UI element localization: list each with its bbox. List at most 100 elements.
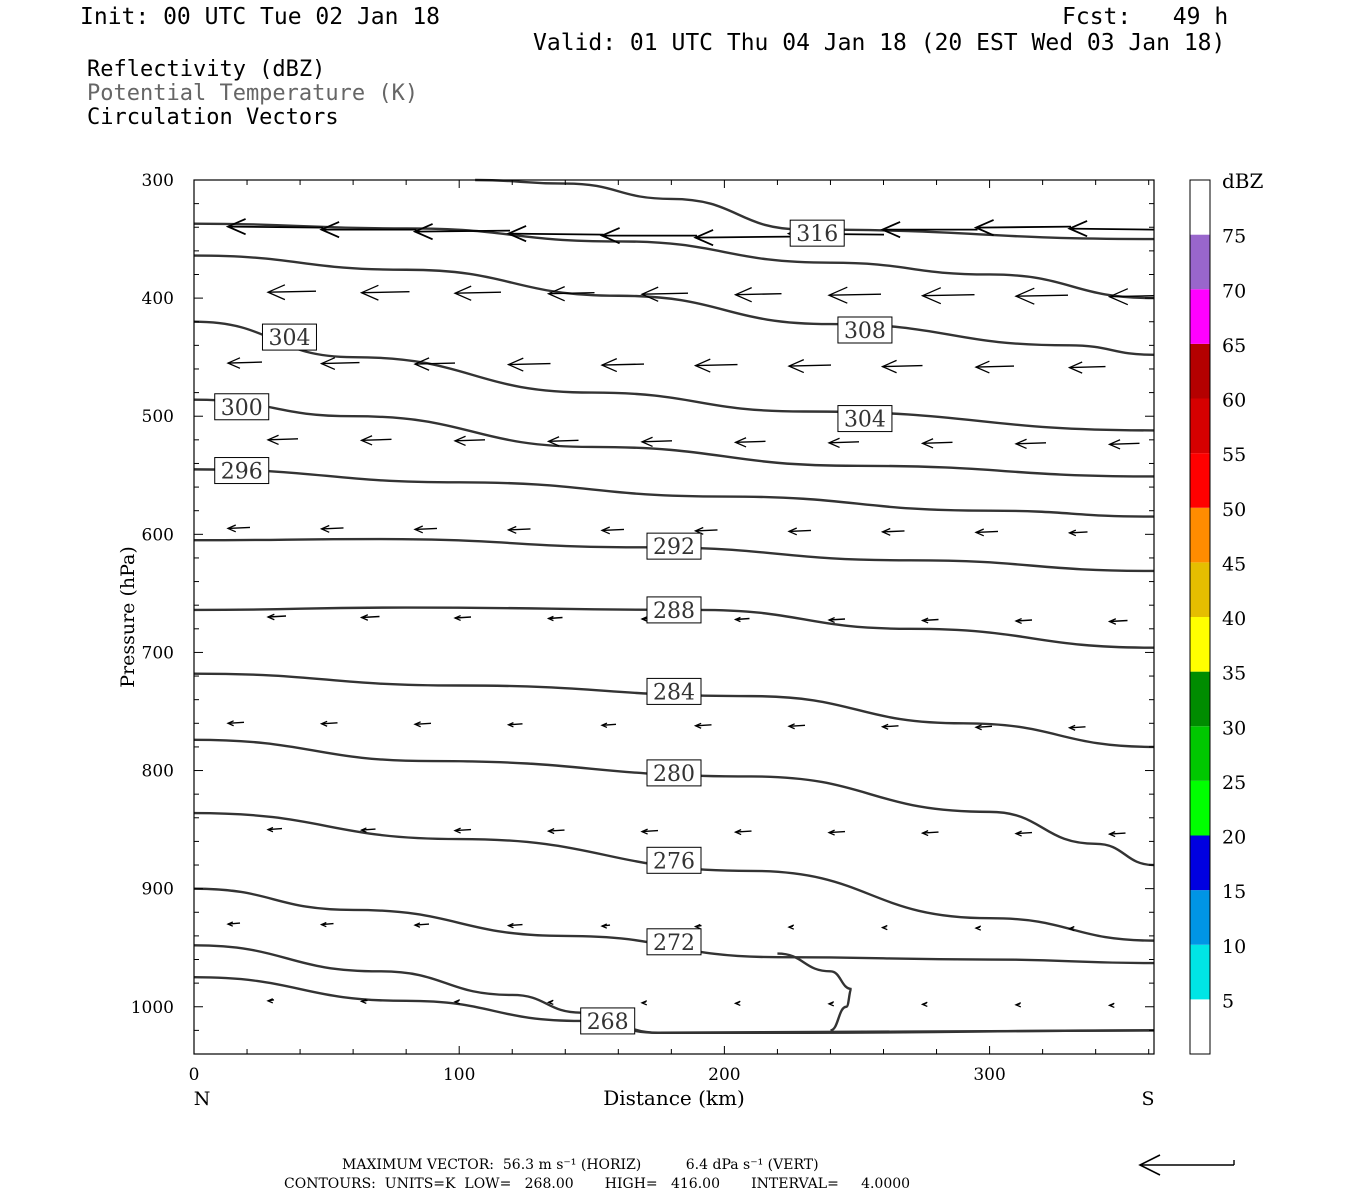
circulation-vector (640, 828, 659, 835)
reference-vector (1138, 1154, 1235, 1176)
colorbar-swatch (1190, 398, 1210, 454)
circulation-vector (359, 614, 380, 621)
circulation-vector (506, 225, 604, 243)
circulation-vector (506, 525, 531, 534)
circulation-vector (413, 525, 438, 534)
svg-text:296: 296 (221, 460, 263, 485)
circulation-vector (827, 1001, 835, 1007)
colorbar-label: 55 (1222, 444, 1246, 466)
colorbar-label: 40 (1222, 608, 1246, 630)
y-tick-label: 800 (142, 762, 174, 782)
circulation-vector (1014, 1002, 1022, 1008)
circulation-vector (827, 437, 860, 449)
circulation-vector (880, 723, 899, 730)
colorbar-swatch (1190, 234, 1210, 290)
svg-text:276: 276 (653, 849, 695, 874)
circulation-vector (1107, 1002, 1115, 1009)
circulation-vector (600, 358, 645, 373)
colorbar-label: 25 (1222, 772, 1246, 794)
contour-label: 316 (789, 219, 845, 247)
circulation-vector (319, 921, 334, 928)
field-circulation-vectors: Circulation Vectors (87, 105, 339, 130)
colorbar-label: 75 (1222, 226, 1246, 248)
svg-text:308: 308 (844, 319, 886, 344)
circulation-vector (226, 921, 241, 927)
max-vector-note: MAXIMUM VECTOR: 56.3 m s⁻¹ (HORIZ) 6.4 d… (342, 1157, 819, 1173)
circulation-vector (319, 720, 338, 727)
circulation-vector (319, 357, 360, 371)
circulation-vector (600, 722, 617, 729)
contour-line-4 (193, 398, 1155, 478)
circulation-vector (1107, 288, 1155, 306)
y-tick-label: 900 (142, 880, 174, 900)
circulation-vector (880, 221, 978, 239)
colorbar-swatch (1190, 726, 1210, 781)
colorbar-swatch (1190, 780, 1210, 836)
svg-text:300: 300 (221, 396, 263, 421)
circulation-vector (546, 999, 554, 1006)
circulation-vector (1067, 724, 1086, 731)
circulation-vector (226, 720, 245, 727)
circulation-vector (787, 359, 832, 374)
svg-text:316: 316 (796, 222, 838, 247)
circulation-vector (506, 922, 523, 929)
circulation-vector (880, 924, 888, 931)
circulation-vector (787, 527, 812, 536)
circulation-vector (266, 998, 275, 1004)
y-axis: 300 400 500 600 700 800 900 1000 (131, 171, 1154, 1031)
circulation-vector (693, 358, 738, 373)
circulation-vector (880, 527, 905, 536)
contour-labels: 316 308 304 304 300 296 292 288 284 280 276 272 268 (214, 219, 893, 1035)
circulation-vector (733, 616, 750, 623)
circulation-vector (266, 826, 283, 833)
contour-line-9 (193, 738, 1155, 867)
svg-text:304: 304 (844, 408, 886, 433)
circulation-vector (546, 615, 563, 622)
circulation-vector (453, 435, 486, 447)
svg-text:280: 280 (653, 762, 695, 787)
svg-text:284: 284 (653, 680, 695, 705)
x-end-left: N (194, 1088, 211, 1110)
y-tick-label: 1000 (131, 998, 174, 1018)
circulation-vector (413, 922, 430, 928)
circulation-vector (1014, 830, 1033, 837)
x-tick-label: 0 (189, 1065, 200, 1085)
colorbar-swatch (1190, 999, 1210, 1054)
colorbar-label: 50 (1222, 499, 1246, 521)
contour-label: 288 (646, 596, 702, 624)
svg-text:304: 304 (268, 326, 310, 351)
circulation-vector (827, 829, 846, 836)
colorbar-unit: dBZ (1222, 169, 1264, 193)
colorbar-swatch (1190, 453, 1210, 508)
circulation-vector (600, 923, 611, 929)
contour-label: 308 (837, 316, 893, 344)
circulation-vector (974, 360, 1015, 374)
contour-label: 268 (580, 1007, 636, 1035)
circulation-vector (920, 830, 939, 837)
x-tick-label: 100 (443, 1065, 475, 1085)
circulation-vector (1067, 529, 1088, 537)
contour-line-3 (193, 320, 1155, 432)
contour-label: 284 (646, 677, 702, 705)
reflectivity-colorbar: 5 10 15 20 25 30 35 40 45 50 55 60 65 70 75 (1189, 179, 1246, 1055)
circulation-vector (1014, 617, 1033, 625)
contour-label: 272 (646, 928, 702, 956)
circulation-vector (1067, 220, 1155, 238)
contour-line-1 (193, 222, 1155, 300)
circulation-vector (453, 827, 472, 834)
circulation-vector (546, 828, 565, 835)
colorbar-label: 35 (1222, 663, 1246, 685)
colorbar-swatch (1190, 890, 1210, 945)
colorbar-label: 45 (1222, 553, 1246, 575)
circulation-vector (359, 284, 410, 301)
circulation-vector (1107, 831, 1126, 838)
circulation-vector (920, 287, 975, 305)
circulation-vector (359, 998, 368, 1005)
circulation-vector (266, 434, 299, 446)
circulation-vector (974, 724, 993, 731)
circulation-vector (413, 357, 456, 371)
circulation-vector (1067, 925, 1075, 932)
circulation-vector (693, 722, 712, 729)
x-tick-label: 200 (708, 1065, 740, 1085)
